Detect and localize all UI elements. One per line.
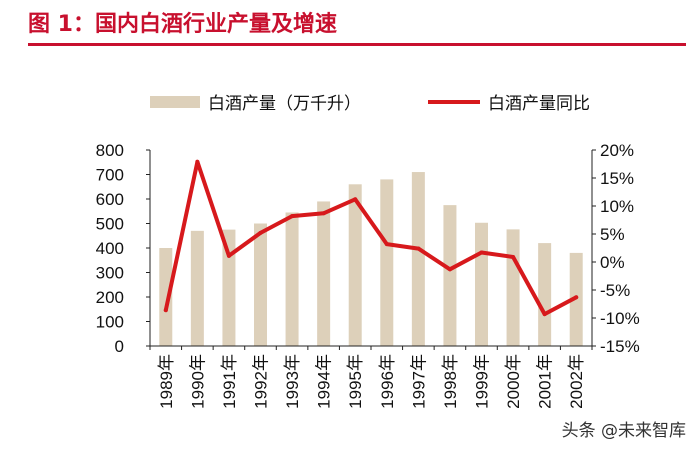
bar	[506, 229, 520, 346]
y-left-tick-label: 300	[96, 264, 124, 283]
y-right-tick-label: 15%	[600, 169, 634, 188]
bar	[222, 229, 236, 346]
growth-point	[542, 312, 547, 317]
growth-point	[195, 159, 200, 164]
y-left-tick-label: 500	[96, 215, 124, 234]
growth-point	[290, 214, 295, 219]
y-left-tick-label: 0	[115, 337, 124, 356]
x-tick-label: 1992年	[252, 354, 271, 409]
y-right-tick-label: 5%	[600, 225, 625, 244]
x-tick-label: 1999年	[473, 354, 492, 409]
x-tick-label: 1997年	[409, 354, 428, 409]
y-right-tick-label: -5%	[600, 281, 630, 300]
figure-title: 图 1：国内白酒行业产量及增速	[28, 12, 337, 37]
bar	[190, 230, 204, 346]
x-tick-label: 2000年	[504, 354, 523, 409]
y-left-tick-label: 100	[96, 313, 124, 332]
title-rule	[28, 43, 686, 46]
x-tick-label: 2002年	[567, 354, 586, 409]
growth-point	[511, 254, 516, 259]
bar	[348, 184, 362, 346]
growth-point	[353, 197, 358, 202]
growth-point	[384, 242, 389, 247]
x-tick-label: 1996年	[378, 354, 397, 409]
legend-bar-label: 白酒产量（万千升）	[208, 94, 361, 113]
y-right-tick-label: 0%	[600, 253, 625, 272]
x-tick-label: 1990年	[188, 354, 207, 409]
growth-point	[321, 211, 326, 216]
x-tick-label: 1995年	[346, 354, 365, 409]
bar	[285, 212, 299, 346]
x-tick-label: 1989年	[157, 354, 176, 409]
growth-point	[479, 250, 484, 255]
bar	[380, 179, 394, 346]
x-tick-label: 1991年	[220, 354, 239, 409]
x-tick-label: 2001年	[536, 354, 555, 409]
growth-point	[416, 246, 421, 251]
x-tick-label: 1998年	[441, 354, 460, 409]
bar	[254, 223, 267, 346]
bar	[159, 248, 173, 346]
legend-line-label: 白酒产量同比	[488, 94, 590, 113]
y-right-tick-label: 10%	[600, 197, 634, 216]
y-right-tick-label: -15%	[600, 337, 640, 356]
bar	[538, 243, 552, 346]
growth-point	[163, 308, 168, 313]
y-left-tick-label: 600	[96, 190, 124, 209]
y-left-tick-label: 800	[96, 141, 124, 160]
growth-point	[258, 230, 263, 235]
y-left-tick-label: 200	[96, 288, 124, 307]
y-left-tick-label: 700	[96, 166, 124, 185]
growth-line	[163, 159, 579, 317]
growth-point	[574, 295, 579, 300]
y-right-tick-label: -10%	[600, 309, 640, 328]
bar	[411, 172, 425, 346]
legend-bar-swatch	[150, 96, 200, 108]
growth-point	[447, 267, 452, 272]
bar	[317, 201, 331, 346]
y-left-tick-label: 400	[96, 239, 124, 258]
growth-point	[226, 253, 231, 258]
x-tick-label: 1993年	[283, 354, 302, 409]
bar	[443, 205, 457, 346]
watermark: 头条 @未来智库	[561, 421, 686, 441]
x-tick-label: 1994年	[315, 354, 334, 409]
bar	[475, 222, 488, 346]
y-right-tick-label: 20%	[600, 141, 634, 160]
